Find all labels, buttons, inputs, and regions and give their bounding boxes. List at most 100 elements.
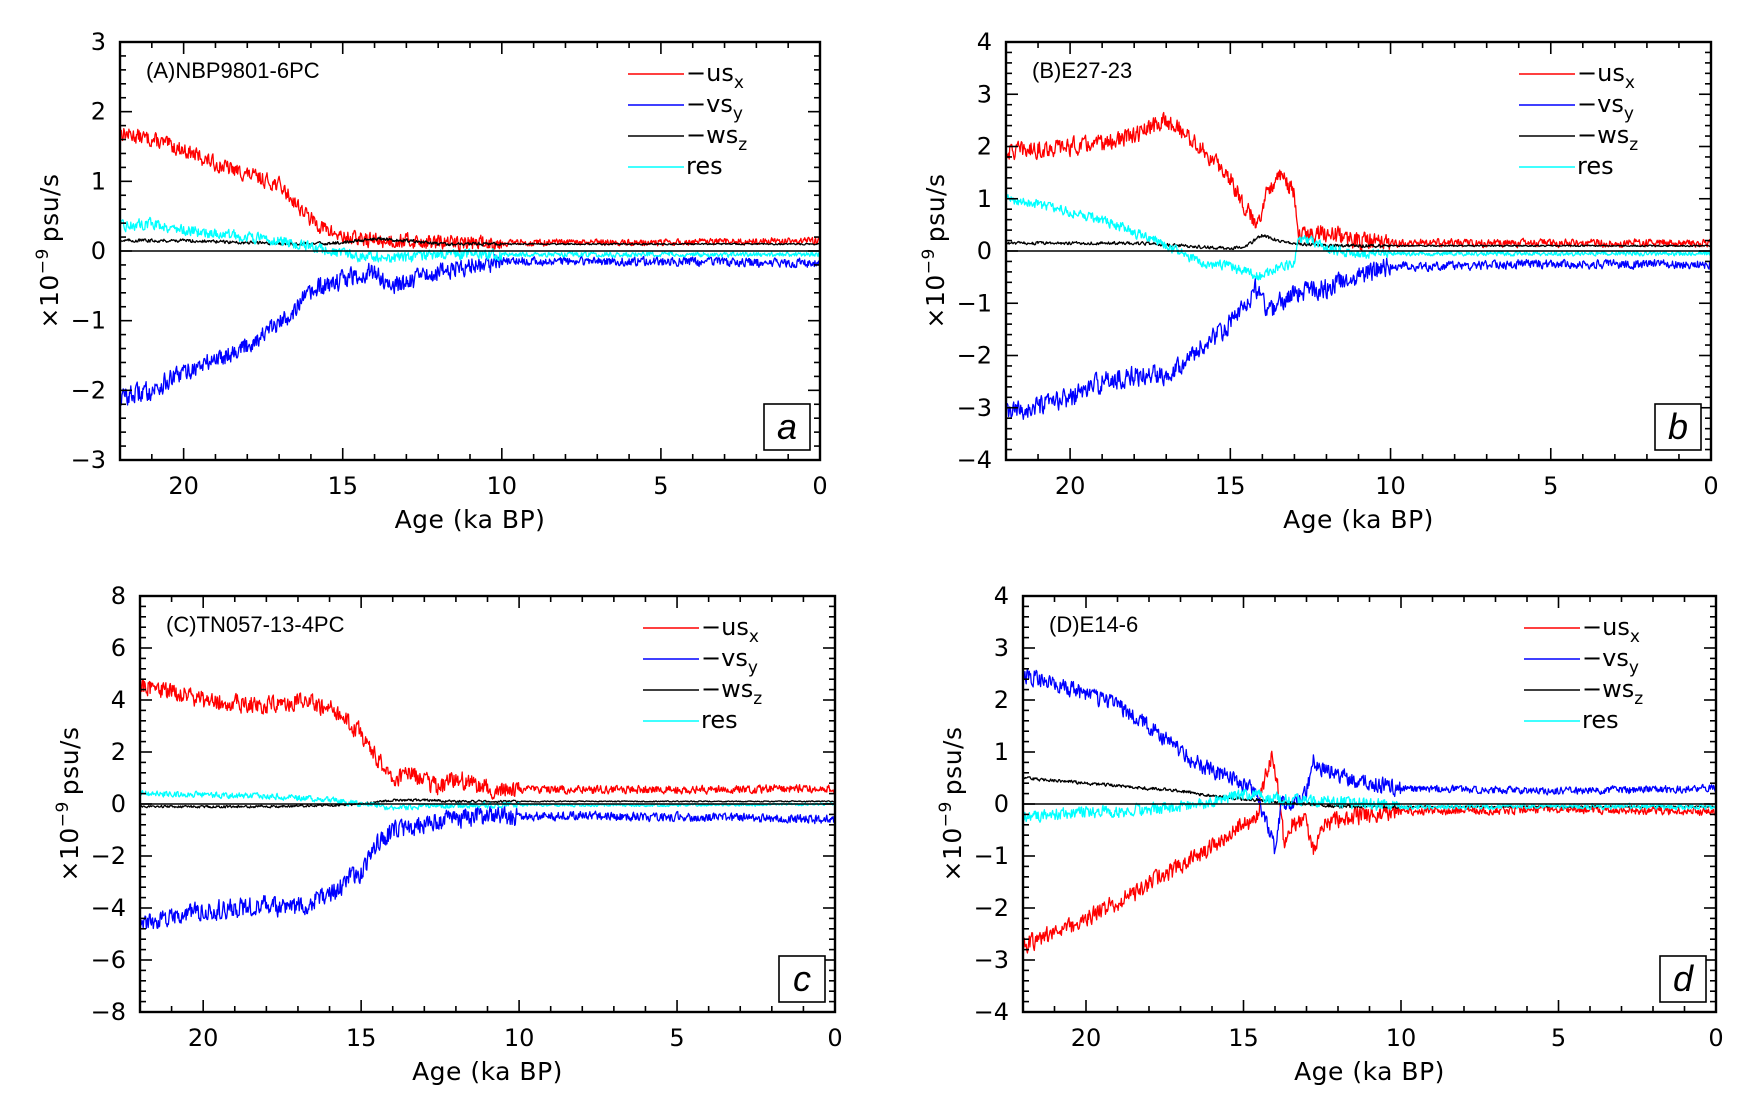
legend-label-main: −ws (686, 121, 738, 149)
y-tick-label: 0 (977, 237, 992, 265)
y-axis-title-prefix: ×10 (55, 827, 84, 881)
x-tick-label: 20 (1071, 1024, 1102, 1052)
legend-label-main: −us (686, 59, 734, 87)
x-axis-title: Age (ka BP) (1294, 1057, 1445, 1086)
legend-label-res: res (1582, 706, 1619, 734)
x-tick-label: 0 (1703, 472, 1718, 500)
legend-label-main: −ws (701, 675, 753, 703)
legend-label-main: −us (701, 613, 749, 641)
y-tick-label: 8 (111, 582, 126, 610)
series-line-us (140, 678, 835, 800)
y-tick-label: −3 (71, 446, 106, 474)
panel-letter: c (793, 958, 811, 999)
legend-label-main: −us (1582, 613, 1630, 641)
x-tick-label: 5 (1543, 472, 1558, 500)
x-axis-title: Age (ka BP) (412, 1057, 563, 1086)
y-tick-label: 3 (91, 28, 106, 56)
legend-label-main: −ws (1582, 675, 1634, 703)
x-tick-label: 5 (653, 472, 668, 500)
legend-label-main: res (701, 706, 738, 734)
y-tick-label: 4 (111, 686, 126, 714)
panel-letter: d (1673, 958, 1694, 999)
y-tick-label: 3 (994, 634, 1009, 662)
y-tick-label: 2 (977, 133, 992, 161)
series-line-us (1006, 111, 1711, 251)
x-tick-label: 20 (1055, 472, 1086, 500)
panel-letter-box (1654, 403, 1702, 451)
x-tick-label: 10 (504, 1024, 535, 1052)
legend-label-sub: x (1625, 73, 1635, 93)
y-tick-label: −3 (957, 394, 992, 422)
legend-label-main: −vs (686, 90, 733, 118)
series-line-us (1023, 750, 1716, 954)
x-tick-label: 0 (1708, 1024, 1723, 1052)
panel-title: (A)NBP9801-6PC (146, 58, 320, 83)
y-tick-label: 1 (994, 738, 1009, 766)
legend-label-us: −usx (1577, 59, 1635, 93)
y-tick-label: 2 (994, 686, 1009, 714)
panel-c: 20 15 10 5 0 −8 −6 −4 −2 0 2 4 6 8 Age (ka BP) ×10−9 psu… (53, 582, 843, 1086)
x-tick-label: 20 (188, 1024, 219, 1052)
legend-label-main: res (1577, 152, 1614, 180)
panel-a: 20 15 10 5 0 −3 −2 −1 0 1 2 3 Age (ka BP) ×10−9 psu/s (… (33, 28, 828, 534)
legend-label-vs: −vsy (701, 644, 758, 678)
y-axis-title-prefix: ×10 (938, 827, 967, 881)
panel-letter-box (763, 403, 811, 451)
y-tick-label: 6 (111, 634, 126, 662)
legend-label-main: −vs (701, 644, 748, 672)
panel-title: (D)E14-6 (1049, 612, 1138, 637)
series-line-res (120, 216, 820, 263)
y-tick-label: 0 (91, 237, 106, 265)
panel-b: 20 15 10 5 0 −4 −3 −2 −1 0 1 2 3 4 Age (ka BP) ×10−9 psu… (919, 28, 1719, 534)
x-tick-label: 10 (487, 472, 518, 500)
y-axis-title-unit: psu/s (55, 726, 84, 795)
y-axis-title-unit: psu/s (921, 173, 950, 242)
legend-label-sub: z (753, 689, 762, 709)
x-axis-title: Age (ka BP) (395, 505, 546, 534)
legend-label-sub: x (1630, 627, 1640, 647)
y-axis-title: ×10−9 psu/s (919, 173, 950, 328)
legend-label-sub: z (738, 135, 747, 155)
y-tick-label: −2 (71, 376, 106, 404)
series-line-res (140, 790, 835, 811)
y-axis-title-prefix: ×10 (921, 274, 950, 328)
y-tick-label: −2 (91, 842, 126, 870)
y-tick-label: 2 (111, 738, 126, 766)
series-line-ws (120, 236, 820, 247)
y-tick-label: −4 (91, 894, 126, 922)
legend-label-main: −us (1577, 59, 1625, 87)
x-tick-label: 15 (1228, 1024, 1259, 1052)
legend-label-ws: −wsz (1577, 121, 1638, 155)
y-tick-label: 1 (91, 167, 106, 195)
series-line-vs (140, 805, 835, 935)
legend-label-main: res (686, 152, 723, 180)
panel-letter-box (778, 955, 826, 1003)
legend-label-sub: y (1624, 104, 1634, 124)
panel-letter: a (777, 406, 797, 447)
y-tick-label: −8 (91, 998, 126, 1026)
y-axis-title-unit: psu/s (938, 726, 967, 795)
x-axis-title: Age (ka BP) (1283, 505, 1434, 534)
y-axis-title: ×10−9 psu/s (33, 173, 64, 328)
y-tick-label: −1 (957, 289, 992, 317)
legend-label-vs: −vsy (1577, 90, 1634, 124)
y-tick-label: −2 (957, 342, 992, 370)
y-axis-title-exponent: −9 (936, 801, 956, 827)
x-tick-label: 20 (168, 472, 199, 500)
legend-label-main: res (1582, 706, 1619, 734)
x-tick-label: 15 (346, 1024, 377, 1052)
panel-letter-box (1659, 955, 1707, 1003)
legend-label-us: −usx (1582, 613, 1640, 647)
legend-label-res: res (686, 152, 723, 180)
y-tick-label: 0 (994, 790, 1009, 818)
series-line-ws (140, 798, 835, 809)
legend-label-sub: z (1629, 135, 1638, 155)
legend-label-res: res (1577, 152, 1614, 180)
series-group (1023, 668, 1716, 954)
x-tick-label: 5 (1551, 1024, 1566, 1052)
legend-label-sub: y (1629, 658, 1639, 678)
y-axis-title-exponent: −9 (919, 248, 939, 274)
series-line-ws (1006, 233, 1711, 251)
y-tick-label: −4 (957, 446, 992, 474)
y-tick-label: 0 (111, 790, 126, 818)
